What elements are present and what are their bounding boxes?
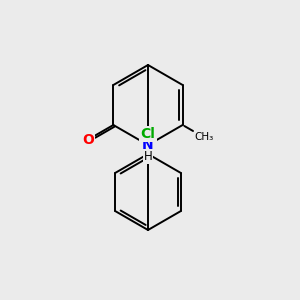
Text: CH₃: CH₃ — [195, 131, 214, 142]
Text: Cl: Cl — [141, 127, 155, 141]
Text: H: H — [144, 151, 152, 164]
Text: O: O — [82, 133, 94, 146]
Text: N: N — [142, 138, 154, 152]
